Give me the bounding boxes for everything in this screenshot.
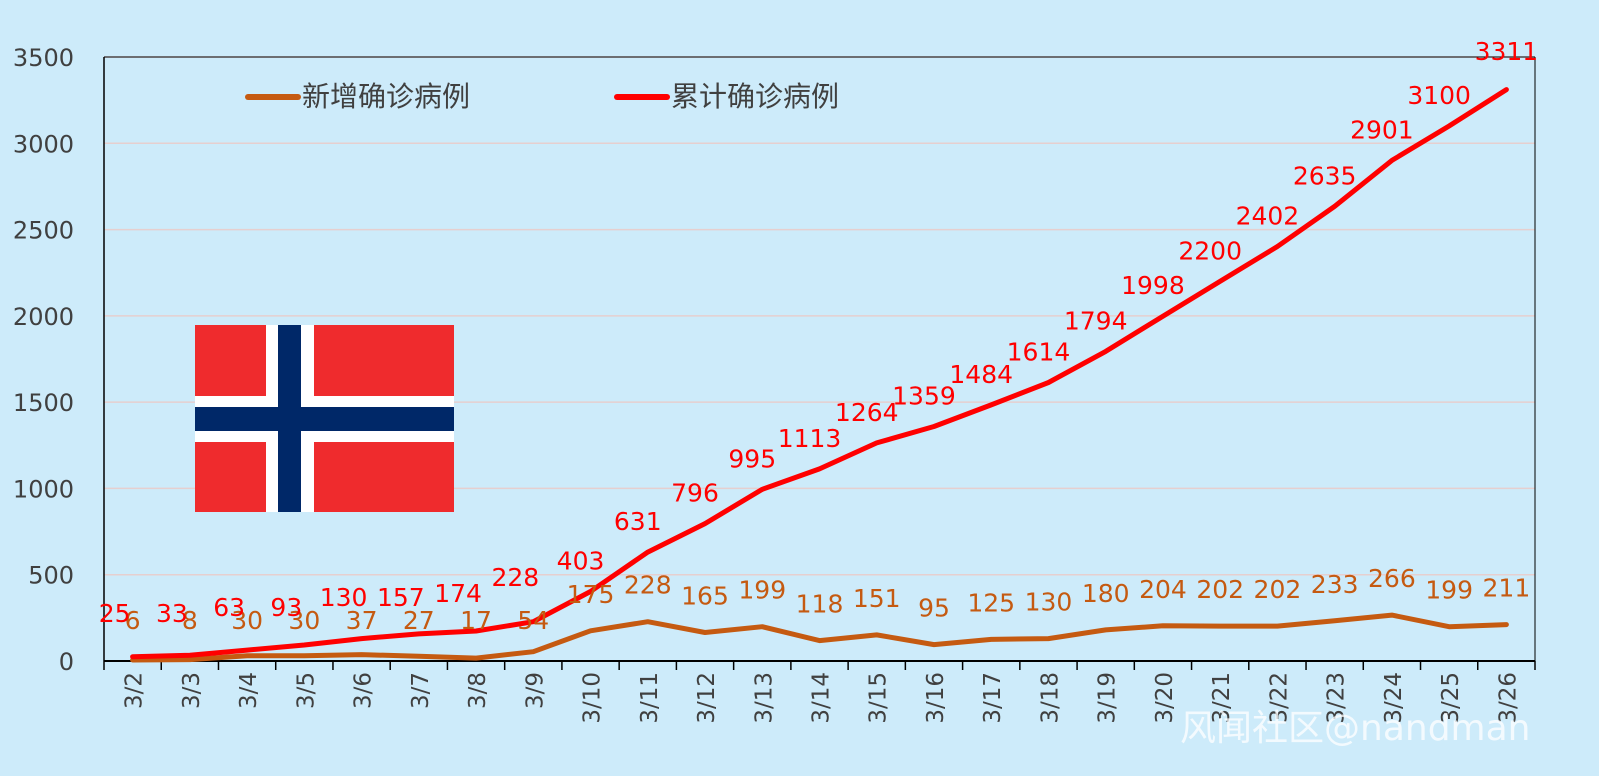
data-label-new-cases: 37 xyxy=(346,606,378,635)
data-label-total-cases: 130 xyxy=(320,583,368,612)
data-label-new-cases: 27 xyxy=(403,606,435,635)
series-line-new-cases xyxy=(130,612,1509,663)
x-tick-label: 3/19 xyxy=(1095,672,1121,724)
data-label-total-cases: 25 xyxy=(99,599,131,628)
data-label-new-cases: 202 xyxy=(1254,575,1302,604)
x-tick-label: 3/12 xyxy=(694,672,720,724)
x-tick-label: 3/15 xyxy=(866,672,892,724)
data-label-total-cases: 403 xyxy=(557,546,605,575)
data-label-new-cases: 165 xyxy=(681,582,729,611)
x-tick-label: 3/17 xyxy=(980,672,1006,724)
data-label-new-cases: 228 xyxy=(624,571,672,600)
series-layer xyxy=(130,87,1509,663)
y-tick-label: 0 xyxy=(59,648,74,676)
data-label-new-cases: 266 xyxy=(1368,564,1416,593)
data-label-total-cases: 157 xyxy=(377,583,425,612)
watermark: 风闻社区@nandman xyxy=(1180,708,1531,749)
norway-flag xyxy=(195,325,454,512)
data-label-total-cases: 3100 xyxy=(1407,81,1471,110)
y-tick-label: 500 xyxy=(28,562,74,590)
y-tick-label: 3000 xyxy=(13,130,74,158)
data-label-new-cases: 180 xyxy=(1082,579,1130,608)
data-label-total-cases: 1614 xyxy=(1007,337,1071,366)
series-line-total-cases xyxy=(130,87,1509,660)
y-tick-label: 1500 xyxy=(13,389,74,417)
x-tick-label: 3/4 xyxy=(236,672,262,709)
data-label-total-cases: 1998 xyxy=(1121,271,1185,300)
x-tick-label: 3/11 xyxy=(637,672,663,724)
data-label-total-cases: 1359 xyxy=(892,381,956,410)
data-label-new-cases: 151 xyxy=(853,584,901,613)
data-label-total-cases: 796 xyxy=(671,479,719,508)
data-label-total-cases: 228 xyxy=(491,563,539,592)
x-tick-label: 3/8 xyxy=(465,672,491,709)
axes: 0 500 1000 1500 2000 2500 3000 3500 3/2 3/3 3/4 3/5… xyxy=(13,44,1536,724)
x-tick-label: 3/20 xyxy=(1152,672,1178,724)
x-tick-label: 3/3 xyxy=(179,672,205,709)
data-label-total-cases: 93 xyxy=(270,593,302,622)
data-label-new-cases: 8 xyxy=(182,606,198,635)
data-label-total-cases: 1794 xyxy=(1064,306,1128,335)
x-tick-label: 3/26 xyxy=(1495,672,1521,724)
legend-label-total-cases: 累计确诊病例 xyxy=(671,80,839,113)
flag-cross-blue-horizontal xyxy=(195,407,454,431)
x-tick-label: 3/21 xyxy=(1209,672,1235,724)
legend-label-new-cases: 新增确诊病例 xyxy=(302,80,470,113)
data-label-new-cases: 95 xyxy=(918,594,950,623)
data-label-total-cases: 174 xyxy=(434,579,482,608)
x-tick-label: 3/22 xyxy=(1266,672,1292,724)
x-tick-label: 3/13 xyxy=(751,672,777,724)
data-label-new-cases: 204 xyxy=(1139,575,1187,604)
legend: 新增确诊病例 累计确诊病例 xyxy=(245,80,839,113)
y-tick-label: 1000 xyxy=(13,475,74,503)
y-tick-label: 3500 xyxy=(13,44,74,72)
data-label-total-cases: 2200 xyxy=(1178,236,1242,265)
data-label-new-cases: 30 xyxy=(288,606,320,635)
x-tick-label: 3/24 xyxy=(1381,672,1407,724)
data-label-total-cases: 63 xyxy=(213,593,245,622)
data-label-new-cases: 199 xyxy=(738,576,786,605)
data-label-new-cases: 202 xyxy=(1196,575,1244,604)
x-tick-label: 3/5 xyxy=(293,672,319,709)
data-label-new-cases: 175 xyxy=(567,580,615,609)
data-label-total-cases: 2901 xyxy=(1350,115,1414,144)
data-label-total-cases: 2402 xyxy=(1236,201,1300,230)
data-label-total-cases: 1484 xyxy=(949,360,1013,389)
x-tick-label: 3/16 xyxy=(923,672,949,724)
y-tick-label: 2500 xyxy=(13,217,74,245)
data-label-new-cases: 199 xyxy=(1425,576,1473,605)
x-tick-label: 3/23 xyxy=(1324,672,1350,724)
x-tick-label: 3/18 xyxy=(1037,672,1063,724)
x-tick-label: 3/9 xyxy=(522,672,548,709)
x-tick-label: 3/6 xyxy=(351,672,377,709)
data-label-new-cases: 30 xyxy=(231,606,263,635)
x-tick-label: 3/7 xyxy=(408,672,434,709)
data-label-new-cases: 125 xyxy=(967,588,1015,617)
data-label-total-cases: 33 xyxy=(156,599,188,628)
data-label-total-cases: 1264 xyxy=(835,398,899,427)
data-label-total-cases: 2635 xyxy=(1293,161,1357,190)
data-label-new-cases: 211 xyxy=(1483,574,1531,603)
data-label-total-cases: 995 xyxy=(728,444,776,473)
data-label-new-cases: 130 xyxy=(1025,588,1073,617)
data-label-new-cases: 118 xyxy=(796,590,844,619)
data-label-new-cases: 54 xyxy=(517,606,549,635)
x-tick-label: 3/2 xyxy=(122,672,148,709)
data-labels: 6 8 30 30 37 27 17 54 175 228 165 199 118 151 95 125 130… xyxy=(99,37,1538,635)
data-label-total-cases: 631 xyxy=(614,507,662,536)
y-tick-label: 2000 xyxy=(13,303,74,331)
x-tick-label: 3/14 xyxy=(809,672,835,724)
x-tick-label: 3/25 xyxy=(1438,672,1464,724)
data-label-new-cases: 17 xyxy=(460,606,492,635)
data-label-total-cases: 3311 xyxy=(1475,37,1539,66)
data-label-new-cases: 6 xyxy=(125,606,141,635)
data-label-new-cases: 233 xyxy=(1311,570,1359,599)
x-tick-label: 3/10 xyxy=(580,672,606,724)
data-label-total-cases: 1113 xyxy=(778,424,842,453)
